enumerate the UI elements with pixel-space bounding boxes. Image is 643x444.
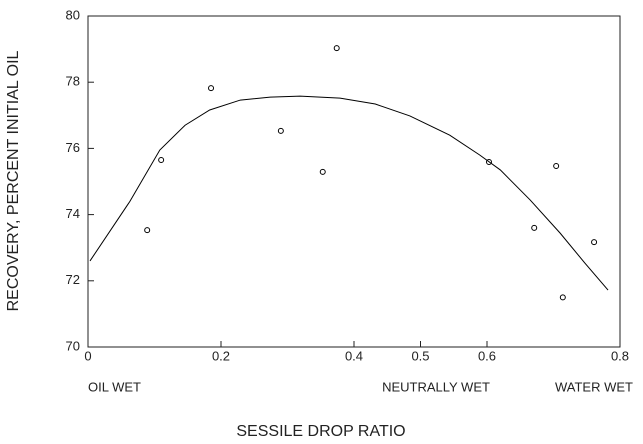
x-tick-label: 0.8 bbox=[611, 348, 629, 363]
x-tick-label: 0 bbox=[84, 348, 91, 363]
x-tick-label: 0.5 bbox=[411, 348, 429, 363]
x-tick-label: 0.4 bbox=[345, 348, 363, 363]
data-point bbox=[208, 85, 215, 92]
fit-curve bbox=[89, 95, 609, 291]
annotation: NEUTRALLY WET bbox=[382, 379, 490, 394]
annotation: OIL WET bbox=[88, 379, 141, 394]
data-point bbox=[319, 168, 326, 175]
y-tick-label: 76 bbox=[66, 140, 80, 155]
data-point bbox=[591, 239, 598, 246]
annotation: WATER WET bbox=[555, 379, 633, 394]
data-point bbox=[333, 45, 340, 52]
data-point bbox=[553, 162, 560, 169]
y-tick-label: 72 bbox=[66, 272, 80, 287]
data-point bbox=[158, 156, 165, 163]
y-axis-label: RECOVERY, PERCENT INITIAL OIL bbox=[5, 50, 22, 311]
y-tick-label: 74 bbox=[66, 206, 80, 221]
data-point bbox=[144, 227, 151, 234]
x-tick-label: 0.6 bbox=[478, 348, 496, 363]
data-point bbox=[485, 158, 492, 165]
plot-frame bbox=[87, 15, 621, 348]
data-point bbox=[531, 224, 538, 231]
y-tick-label: 80 bbox=[66, 7, 80, 22]
data-point bbox=[277, 127, 284, 134]
y-tick-label: 78 bbox=[66, 74, 80, 89]
x-tick-label: 0.2 bbox=[212, 348, 230, 363]
x-axis-label: SESSILE DROP RATIO bbox=[236, 423, 405, 440]
y-tick-label: 70 bbox=[66, 338, 80, 353]
data-point bbox=[559, 294, 566, 301]
